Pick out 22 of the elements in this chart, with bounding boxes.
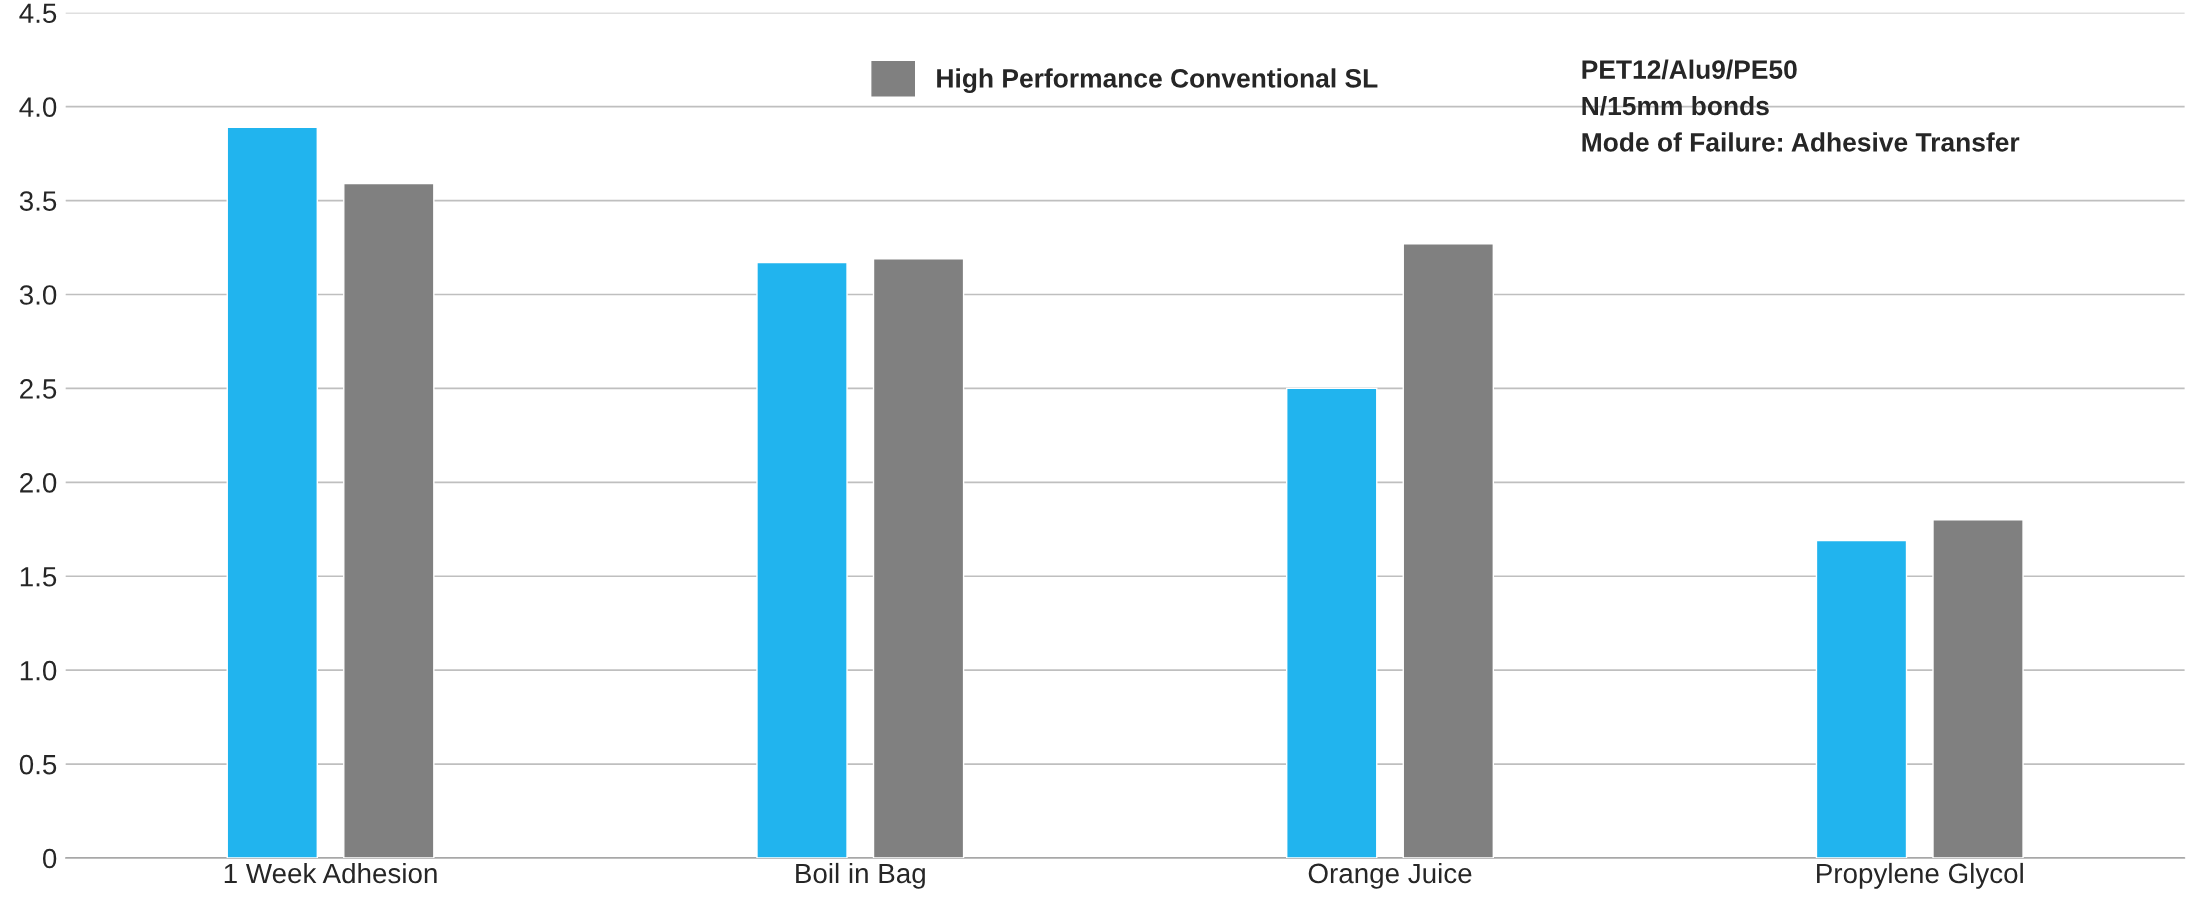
y-tick-label: 2.0 xyxy=(20,472,57,493)
annotation: PET12/Alu9/PE50 xyxy=(1582,59,1797,80)
y-tick-label: 1.0 xyxy=(20,660,57,681)
x-tick-label: Boil in Bag xyxy=(796,862,925,889)
x-tick-label: Propylene Glycol xyxy=(1817,862,2023,889)
y-tick-label: 4.5 xyxy=(19,3,57,24)
x-tick-label: Orange Juice xyxy=(1308,862,1472,889)
y-tick-label: 3.5 xyxy=(19,191,57,211)
annotation: Mode of Failure: Adhesive Transfer xyxy=(1582,132,2020,152)
x-tick-label: 1 Week Adhesion xyxy=(224,862,437,884)
bar xyxy=(1815,539,1908,859)
bar xyxy=(1286,387,1378,859)
y-tick-label: 0 xyxy=(42,848,57,869)
y-tick-label: 3.0 xyxy=(19,285,57,305)
y-tick-label: 0.5 xyxy=(19,754,57,775)
y-tick-label: 2.5 xyxy=(20,379,57,399)
y-tick-label: 4.0 xyxy=(19,97,57,117)
legend-label: High Performance Conventional SL xyxy=(937,68,1378,93)
y-tick-label: 1.5 xyxy=(20,567,57,587)
bar xyxy=(756,261,848,859)
bar xyxy=(226,126,318,859)
annotation: N/15mm bonds xyxy=(1582,95,1769,116)
